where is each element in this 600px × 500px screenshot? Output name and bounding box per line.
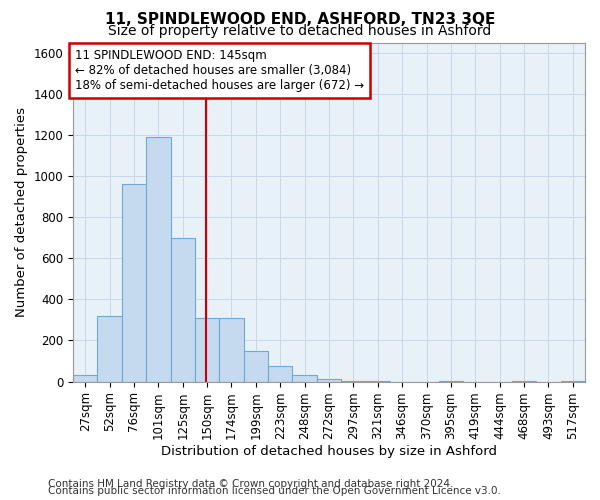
Text: Contains public sector information licensed under the Open Government Licence v3: Contains public sector information licen…	[48, 486, 501, 496]
Bar	[220, 318, 244, 382]
X-axis label: Distribution of detached houses by size in Ashford: Distribution of detached houses by size …	[161, 444, 497, 458]
Bar	[439, 381, 463, 382]
Bar	[292, 376, 317, 382]
Bar	[122, 184, 146, 382]
Bar	[73, 376, 97, 382]
Bar	[341, 380, 365, 382]
Bar	[268, 366, 292, 382]
Y-axis label: Number of detached properties: Number of detached properties	[15, 107, 28, 317]
Text: 11 SPINDLEWOOD END: 145sqm
← 82% of detached houses are smaller (3,084)
18% of s: 11 SPINDLEWOOD END: 145sqm ← 82% of deta…	[75, 48, 364, 92]
Bar	[195, 318, 220, 382]
Bar	[560, 381, 585, 382]
Text: Size of property relative to detached houses in Ashford: Size of property relative to detached ho…	[109, 24, 491, 38]
Text: 11, SPINDLEWOOD END, ASHFORD, TN23 3QE: 11, SPINDLEWOOD END, ASHFORD, TN23 3QE	[105, 12, 495, 28]
Bar	[146, 137, 170, 382]
Bar	[170, 238, 195, 382]
Bar	[97, 316, 122, 382]
Text: Contains HM Land Registry data © Crown copyright and database right 2024.: Contains HM Land Registry data © Crown c…	[48, 479, 454, 489]
Bar	[244, 351, 268, 382]
Bar	[317, 378, 341, 382]
